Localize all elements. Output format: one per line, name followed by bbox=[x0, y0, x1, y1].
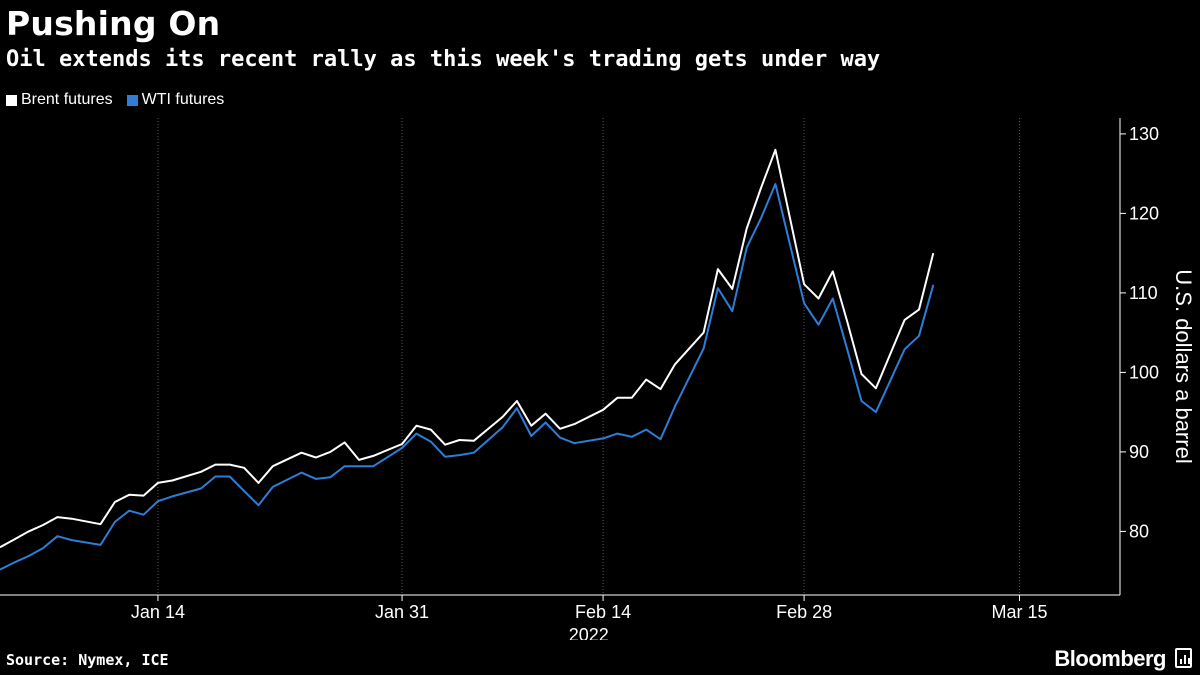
legend-label-wti: WTI futures bbox=[141, 91, 225, 108]
chart-subtitle: Oil extends its recent rally as this wee… bbox=[6, 47, 881, 72]
axes: Jan 14 Jan 31 Feb 14 Feb 28 Mar 15 80 90 100 110… bbox=[0, 118, 1159, 622]
source-note: Source: Nymex, ICE bbox=[6, 651, 169, 669]
x-axis-year-label: 2022 bbox=[569, 625, 609, 640]
y-tick-label: 90 bbox=[1129, 442, 1149, 462]
y-tick-label: 120 bbox=[1129, 203, 1159, 223]
legend-label-brent: Brent futures bbox=[21, 91, 113, 108]
y-axis-label: U.S. dollars a barrel bbox=[1171, 269, 1196, 463]
x-tick-label: Mar 15 bbox=[991, 602, 1047, 622]
brand-logo-text: Bloomberg bbox=[1054, 646, 1166, 671]
y-tick-label: 130 bbox=[1129, 124, 1159, 144]
legend-swatch-wti bbox=[126, 94, 138, 106]
line-chart: Jan 14 Jan 31 Feb 14 Feb 28 Mar 15 80 90 100 110… bbox=[0, 118, 1196, 640]
brent-futures-line bbox=[0, 148, 935, 549]
legend: Brent futures WTI futures bbox=[6, 91, 224, 109]
legend-item-brent: Brent futures bbox=[6, 91, 113, 109]
wti-futures-line bbox=[0, 183, 935, 571]
legend-item-wti: WTI futures bbox=[126, 91, 225, 109]
series-lines bbox=[0, 148, 935, 571]
x-tick-label: Jan 31 bbox=[375, 602, 429, 622]
bloomberg-chart-icon bbox=[1175, 648, 1192, 668]
chart-title: Pushing On bbox=[6, 4, 221, 43]
legend-swatch-brent bbox=[6, 94, 17, 106]
x-tick-label: Jan 14 bbox=[131, 602, 185, 622]
x-tick-label: Feb 28 bbox=[776, 602, 832, 622]
y-tick-label: 100 bbox=[1129, 362, 1159, 382]
y-tick-label: 110 bbox=[1129, 283, 1158, 303]
x-tick-label: Feb 14 bbox=[575, 602, 631, 622]
y-tick-label: 80 bbox=[1129, 521, 1149, 541]
